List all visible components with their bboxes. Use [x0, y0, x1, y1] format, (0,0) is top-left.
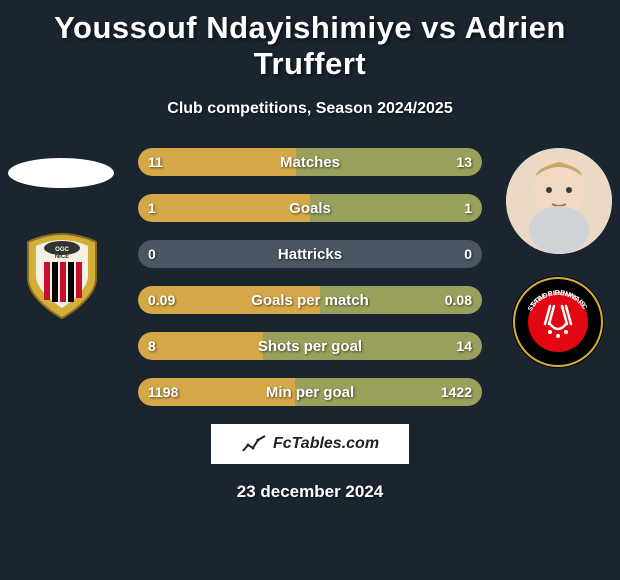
left-player-column: OGC NICE	[8, 148, 114, 324]
stat-label: Min per goal	[138, 378, 482, 406]
left-club-badge: OGC NICE	[14, 228, 110, 324]
right-player-column: STADE RENNAIS STADE RENNAIS F.C.	[506, 148, 612, 370]
svg-text:OGC: OGC	[55, 247, 69, 253]
fctables-logo-icon	[241, 433, 267, 455]
stat-row: 814Shots per goal	[138, 332, 482, 360]
ogc-nice-badge-icon: OGC NICE	[14, 228, 110, 324]
stat-label: Matches	[138, 148, 482, 176]
comparison-date: 23 december 2024	[0, 482, 620, 502]
stat-label: Shots per goal	[138, 332, 482, 360]
branding-text: FcTables.com	[273, 435, 379, 453]
stat-row: 11Goals	[138, 194, 482, 222]
svg-text:NICE: NICE	[55, 254, 69, 260]
stade-rennais-badge-icon: STADE RENNAIS STADE RENNAIS F.C.	[510, 274, 606, 370]
left-player-photo	[8, 158, 114, 188]
right-player-photo	[506, 148, 612, 254]
comparison-content: OGC NICE	[0, 148, 620, 406]
stat-row: 0.090.08Goals per match	[138, 286, 482, 314]
stat-row: 00Hattricks	[138, 240, 482, 268]
comparison-bars: 1113Matches 11Goals 00Hattricks 0.090.08Goa…	[138, 148, 482, 406]
right-club-badge: STADE RENNAIS STADE RENNAIS F.C.	[510, 274, 606, 370]
stat-label: Hattricks	[138, 240, 482, 268]
stat-row: 11981422Min per goal	[138, 378, 482, 406]
stat-label: Goals	[138, 194, 482, 222]
stat-label: Goals per match	[138, 286, 482, 314]
player-face-placeholder-icon	[506, 148, 612, 254]
stat-row: 1113Matches	[138, 148, 482, 176]
comparison-subtitle: Club competitions, Season 2024/2025	[0, 100, 620, 118]
branding-box[interactable]: FcTables.com	[211, 424, 409, 464]
comparison-title: Youssouf Ndayishimiye vs Adrien Truffert	[0, 0, 620, 82]
